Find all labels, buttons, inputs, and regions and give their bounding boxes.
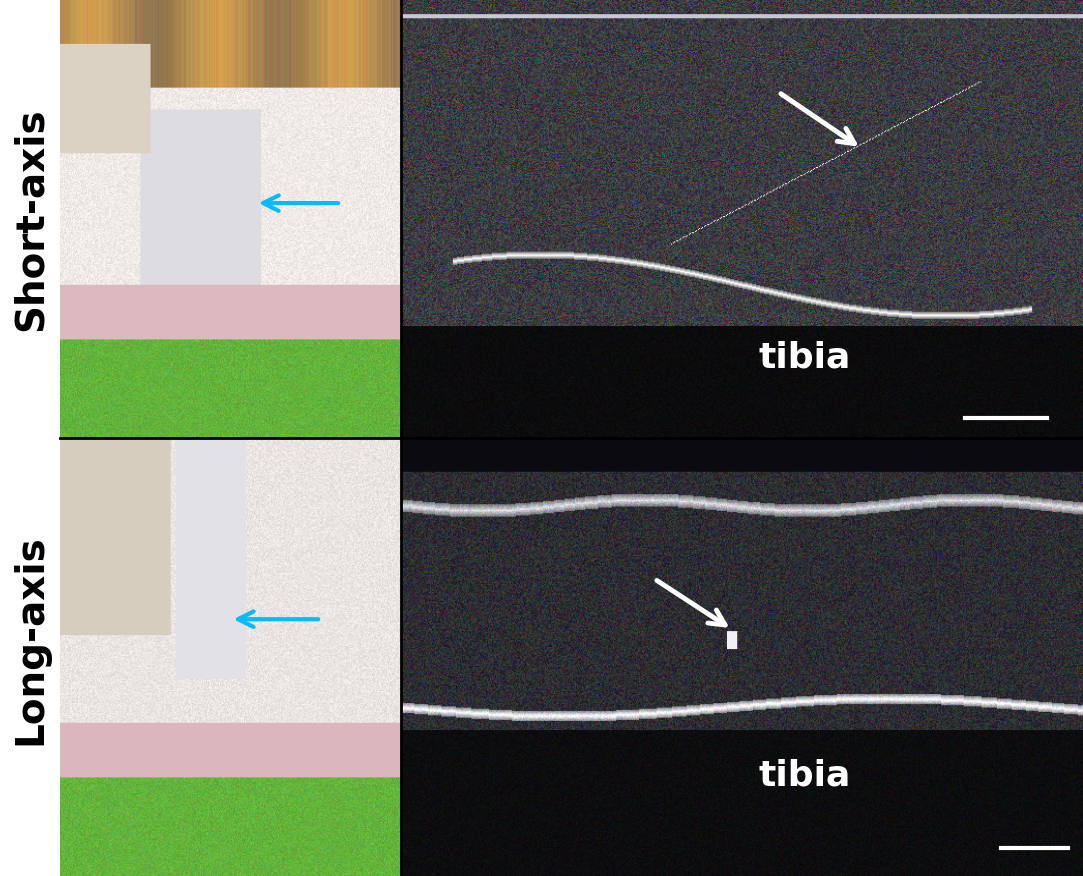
Text: Short-axis: Short-axis [11, 107, 50, 331]
Text: Long-axis: Long-axis [11, 534, 50, 745]
Text: tibia: tibia [758, 340, 850, 374]
Text: tibia: tibia [758, 759, 850, 793]
